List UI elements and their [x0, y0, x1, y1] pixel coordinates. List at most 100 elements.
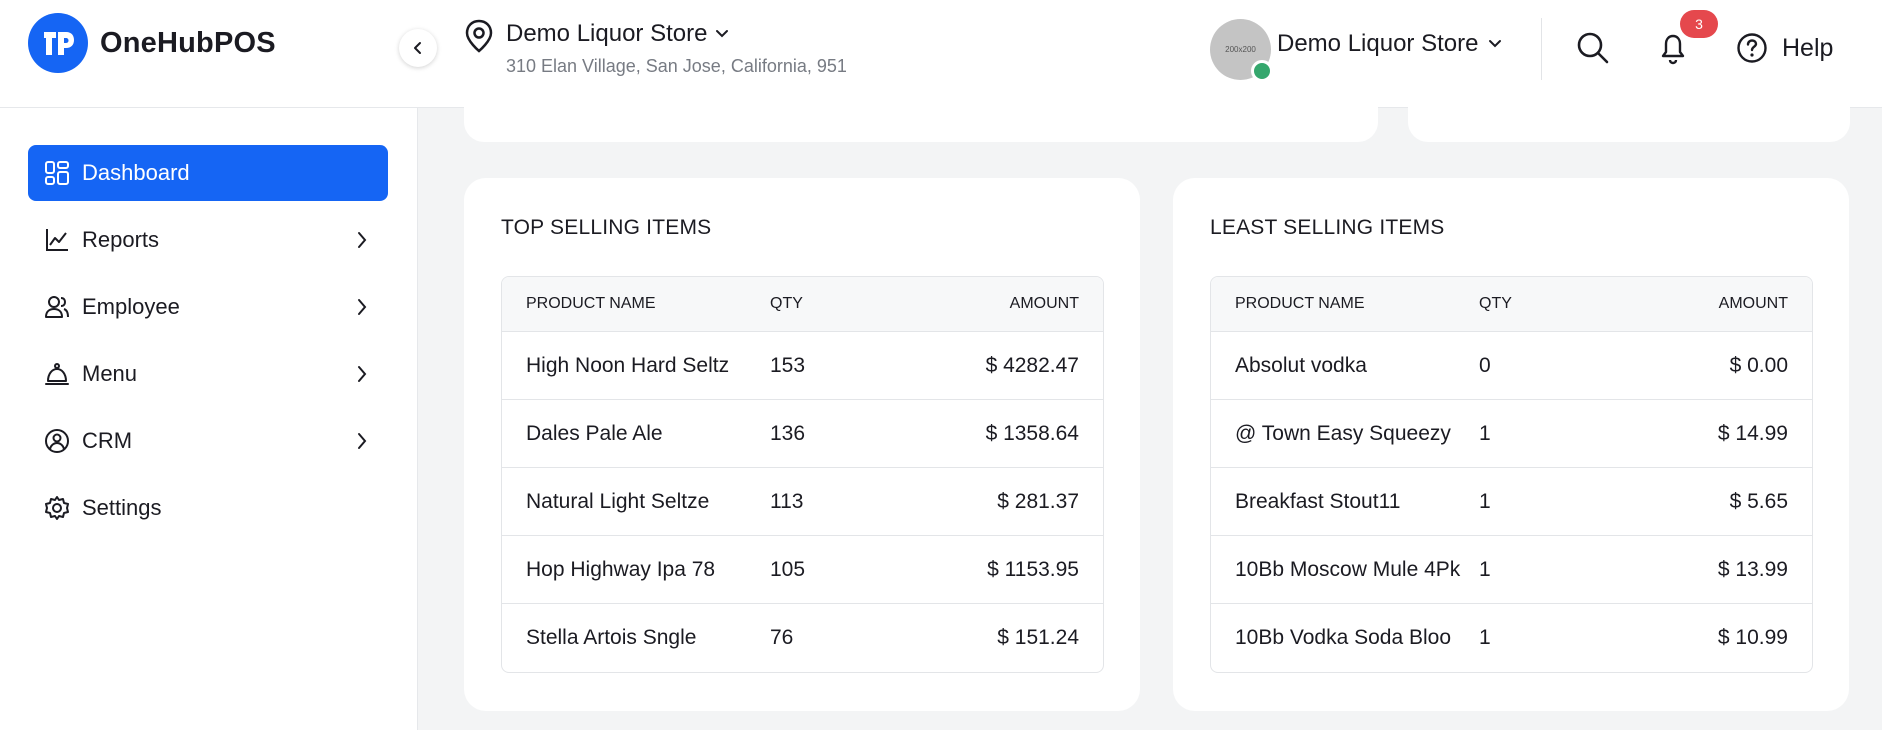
product-qty: 105 [770, 557, 806, 581]
chevron-right-icon [358, 232, 367, 248]
product-name: 10Bb Vodka Soda Bloo [1235, 626, 1452, 649]
location-pin-icon [463, 18, 495, 59]
product-name: Breakfast Stout11 [1235, 489, 1401, 513]
product-name: Stella Artois Sngle [526, 626, 697, 649]
cloche-icon [44, 361, 70, 387]
sidebar-item-reports[interactable]: Reports [28, 212, 388, 268]
product-qty: 1 [1479, 421, 1491, 445]
column-header-amount: AMOUNT [1718, 295, 1788, 312]
product-amount: $ 14.99 [1717, 421, 1788, 445]
least-selling-card: LEAST SELLING ITEMS PRODUCT NAME QTY AMO… [1173, 178, 1849, 711]
sidebar-item-settings[interactable]: Settings [28, 480, 388, 536]
table-row: 10Bb Vodka Soda Bloo 1 $ 10.99 [1211, 604, 1812, 672]
product-amount: $ 10.99 [1717, 626, 1788, 649]
product-qty: 76 [770, 626, 794, 649]
product-qty: 1 [1479, 489, 1491, 513]
gear-icon [44, 495, 70, 521]
product-qty: 1 [1479, 626, 1491, 649]
store-name: Demo Liquor Store [506, 20, 708, 47]
top-selling-card: TOP SELLING ITEMS PRODUCT NAME QTY AMOUN… [464, 178, 1140, 711]
chevron-right-icon [358, 366, 367, 382]
column-header-qty: QTY [770, 295, 803, 312]
product-amount: $ 0.00 [1729, 353, 1788, 377]
sidebar-item-label: Reports [82, 227, 160, 252]
onehubpos-logo-icon [28, 13, 88, 73]
dashboard-icon [44, 160, 70, 186]
chart-line-icon [44, 227, 70, 253]
user-menu[interactable]: Demo Liquor Store [1277, 30, 1502, 58]
sidebar-item-label: CRM [82, 428, 133, 453]
chevron-right-icon [358, 433, 367, 449]
column-header-qty: QTY [1479, 295, 1512, 312]
table-row: Dales Pale Ale 136 $ 1358.64 [502, 400, 1103, 468]
product-amount: $ 1358.64 [985, 421, 1079, 445]
online-status-dot [1251, 60, 1273, 82]
store-selector[interactable]: Demo Liquor Store [506, 20, 729, 48]
product-name: @ Town Easy Squeezy [1235, 421, 1451, 445]
least-selling-table: PRODUCT NAME QTY AMOUNT Absolut vodka 0 … [1210, 276, 1813, 673]
table-row: Breakfast Stout11 1 $ 5.65 [1211, 468, 1812, 536]
table-row: Stella Artois Sngle 76 $ 151.24 [502, 604, 1103, 672]
table-row: 10Bb Moscow Mule 4Pk 1 $ 13.99 [1211, 536, 1812, 604]
product-name: Dales Pale Ale [526, 421, 663, 445]
product-amount: $ 13.99 [1717, 557, 1788, 581]
help-button[interactable]: Help [1736, 32, 1833, 64]
table-row: @ Town Easy Squeezy 1 $ 14.99 [1211, 400, 1812, 468]
product-amount: $ 5.65 [1729, 489, 1788, 513]
chevron-left-icon [414, 42, 421, 54]
sidebar-item-label: Settings [82, 495, 162, 520]
notifications-button[interactable] [1656, 30, 1690, 66]
user-name: Demo Liquor Store [1277, 30, 1479, 57]
sidebar-item-label: Menu [82, 361, 138, 386]
product-name: Natural Light Seltze [526, 489, 710, 513]
avatar[interactable]: 200x200 [1210, 19, 1271, 80]
help-circle-icon [1737, 33, 1767, 63]
search-button[interactable] [1575, 30, 1611, 66]
collapse-sidebar-button[interactable] [399, 29, 437, 67]
app-logo[interactable]: OneHubPOS [28, 13, 276, 73]
top-selling-table: PRODUCT NAME QTY AMOUNT High Noon Hard S… [501, 276, 1104, 673]
store-address: 310 Elan Village, San Jose, California, … [506, 56, 847, 76]
product-name: High Noon Hard Seltz [526, 353, 730, 377]
chevron-down-icon [716, 30, 729, 38]
table-row: High Noon Hard Seltz 153 $ 4282.47 [502, 332, 1103, 400]
avatar-placeholder-text: 200x200 [1225, 45, 1256, 54]
users-icon [44, 294, 70, 320]
help-label: Help [1782, 33, 1834, 62]
product-amount: $ 4282.47 [985, 353, 1079, 377]
bell-icon [1661, 34, 1685, 65]
column-header-product-name: PRODUCT NAME [526, 295, 656, 312]
header-divider [1541, 18, 1542, 80]
product-qty: 153 [770, 353, 806, 377]
table-row: Natural Light Seltze 113 $ 281.37 [502, 468, 1103, 536]
product-name: Hop Highway Ipa 78 [526, 557, 716, 581]
sidebar-item-crm[interactable]: CRM [28, 413, 388, 469]
crm-icon [44, 428, 70, 454]
sidebar: Dashboard Reports Employee Menu CRM Sett [0, 108, 418, 730]
sidebar-item-dashboard[interactable]: Dashboard [28, 145, 388, 201]
product-qty: 136 [770, 421, 806, 445]
card-title: LEAST SELLING ITEMS [1210, 216, 1445, 239]
product-name: Absolut vodka [1235, 353, 1367, 377]
sidebar-item-label: Employee [82, 294, 180, 319]
card-title: TOP SELLING ITEMS [501, 216, 712, 239]
column-header-amount: AMOUNT [1009, 295, 1079, 312]
sidebar-item-employee[interactable]: Employee [28, 279, 388, 335]
product-qty: 113 [770, 489, 804, 513]
search-icon [1577, 32, 1609, 64]
table-header: PRODUCT NAME QTY AMOUNT [502, 277, 1103, 332]
product-name: 10Bb Moscow Mule 4Pk [1235, 557, 1461, 581]
app-name: OneHubPOS [100, 26, 276, 59]
table-row: Absolut vodka 0 $ 0.00 [1211, 332, 1812, 400]
product-amount: $ 151.24 [997, 626, 1079, 649]
chevron-right-icon [358, 299, 367, 315]
product-qty: 1 [1479, 557, 1491, 581]
summary-card-left [464, 104, 1378, 142]
notification-count-badge: 3 [1680, 10, 1718, 38]
column-header-product-name: PRODUCT NAME [1235, 295, 1365, 312]
sidebar-item-menu[interactable]: Menu [28, 346, 388, 402]
product-qty: 0 [1479, 353, 1491, 377]
table-header: PRODUCT NAME QTY AMOUNT [1211, 277, 1812, 332]
summary-card-right [1408, 104, 1850, 142]
product-amount: $ 281.37 [997, 489, 1079, 513]
